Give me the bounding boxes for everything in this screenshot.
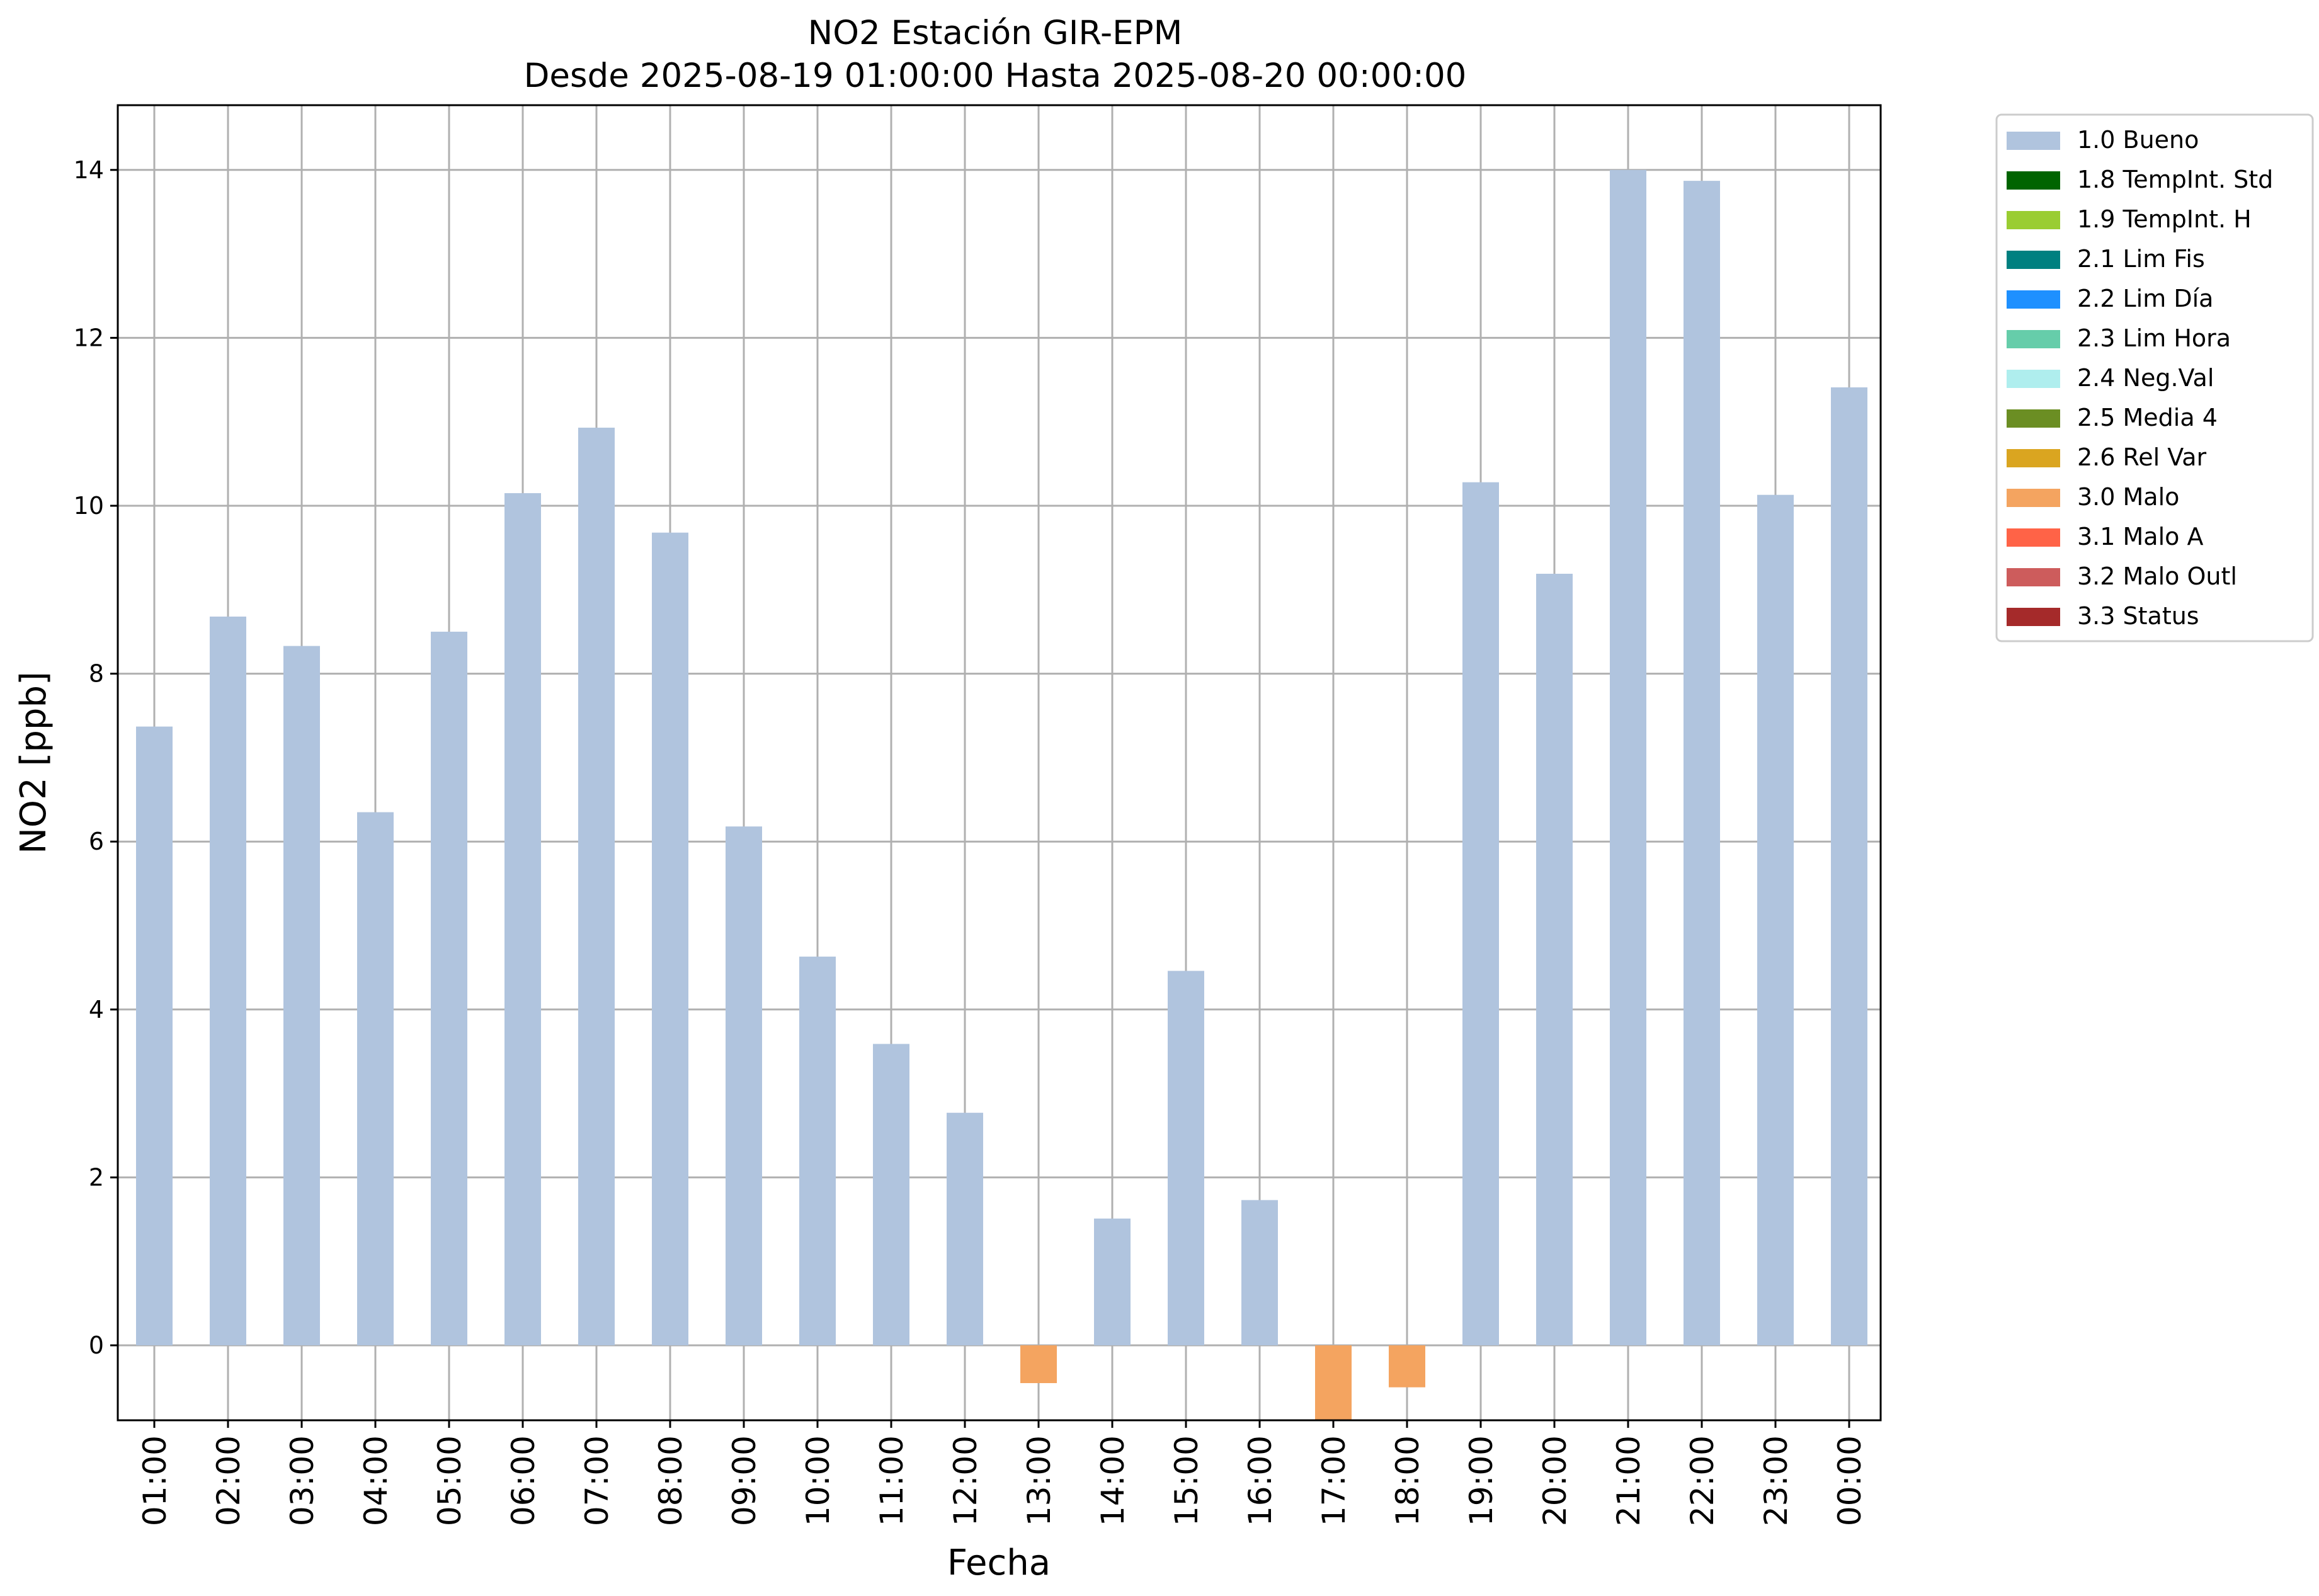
bar-0700	[578, 428, 615, 1345]
chart-subtitle: Desde 2025-08-19 01:00:00 Hasta 2025-08-…	[524, 57, 1467, 95]
y-tick-label: 8	[89, 660, 104, 688]
bar-0500	[431, 631, 467, 1346]
legend-swatch	[2007, 608, 2060, 626]
y-tick-label: 6	[89, 828, 104, 855]
bar-1100	[873, 1044, 909, 1345]
bar-0400	[357, 812, 394, 1345]
bar-0200	[210, 616, 246, 1345]
x-tick-label: 07:00	[579, 1435, 615, 1526]
x-tick-label: 10:00	[800, 1435, 836, 1526]
bar-0800	[652, 532, 688, 1345]
x-tick-label: 06:00	[505, 1435, 542, 1526]
bar-2000	[1536, 573, 1573, 1345]
legend-label: 2.2 Lim Día	[2077, 285, 2213, 312]
x-axis-label: Fecha	[947, 1542, 1051, 1583]
legend-label: 1.9 TempInt. H	[2077, 205, 2252, 233]
bar-0600	[504, 493, 541, 1345]
x-tick-label: 17:00	[1316, 1435, 1352, 1526]
x-tick-label: 09:00	[726, 1435, 763, 1526]
bar-0100	[136, 726, 173, 1345]
bars	[136, 169, 1867, 1421]
x-tick-label: 15:00	[1168, 1435, 1205, 1526]
bar-1300	[1020, 1345, 1057, 1383]
x-tick-label: 05:00	[431, 1435, 468, 1526]
legend-label: 3.1 Malo A	[2077, 523, 2203, 550]
y-tick-label: 0	[89, 1331, 104, 1359]
bar-2300	[1757, 494, 1794, 1345]
x-tick-label: 04:00	[358, 1435, 394, 1526]
bar-1000	[799, 956, 836, 1345]
bar-0900	[726, 826, 762, 1345]
bar-1500	[1168, 971, 1204, 1345]
legend-swatch	[2007, 528, 2060, 547]
legend-label: 2.3 Lim Hora	[2077, 324, 2231, 352]
bar-2100	[1610, 169, 1646, 1345]
bar-2200	[1684, 181, 1720, 1345]
x-tick-label: 19:00	[1463, 1435, 1500, 1526]
legend-swatch	[2007, 251, 2060, 269]
legend-label: 3.0 Malo	[2077, 483, 2179, 511]
x-tick-label: 21:00	[1610, 1435, 1647, 1526]
x-tick-label: 02:00	[210, 1435, 247, 1526]
x-tick-label: 13:00	[1021, 1435, 1057, 1526]
legend-swatch	[2007, 171, 2060, 190]
legend-frame	[1995, 113, 2314, 642]
x-tick-label: 18:00	[1389, 1435, 1426, 1526]
plot-frame	[117, 104, 1882, 1422]
legend-label: 2.6 Rel Var	[2077, 443, 2207, 471]
x-tick-label: 00:00	[1832, 1435, 1868, 1526]
legend-swatch	[2007, 132, 2060, 150]
legend-swatch	[2007, 290, 2060, 309]
x-tick-label: 08:00	[652, 1435, 689, 1526]
y-tick-label: 12	[74, 324, 104, 351]
legend-label: 1.8 TempInt. Std	[2077, 166, 2273, 193]
y-tick-label: 4	[89, 996, 104, 1023]
chart-title: NO2 Estación GIR-EPM	[808, 14, 1183, 52]
x-tick-label: 12:00	[947, 1435, 984, 1526]
legend-label: 1.0 Bueno	[2077, 126, 2199, 154]
legend-label: 3.2 Malo Outl	[2077, 562, 2237, 590]
y-tick-label: 2	[89, 1163, 104, 1191]
legend-label: 2.4 Neg.Val	[2077, 364, 2214, 392]
bar-1200	[947, 1112, 983, 1345]
y-tick-label: 14	[74, 156, 104, 184]
x-tick-label: 16:00	[1242, 1435, 1279, 1526]
bar-1800	[1389, 1345, 1425, 1388]
bar-1400	[1094, 1218, 1131, 1345]
x-tick-label: 23:00	[1758, 1435, 1794, 1526]
x-tick-label: 01:00	[137, 1435, 173, 1526]
x-tick-label: 03:00	[284, 1435, 321, 1526]
x-axis: 01:00 02:00 03:00 04:00 05:00 06:00 07:00 08:00…	[137, 1420, 1868, 1526]
bar-1900	[1462, 482, 1499, 1345]
legend-swatch	[2007, 489, 2060, 507]
legend: 1.0 Bueno 1.8 TempInt. Std 1.9 TempInt. H 2…	[1995, 113, 2314, 642]
x-tick-label: 20:00	[1537, 1435, 1573, 1526]
y-axis-label: NO2 [ppb]	[13, 671, 54, 854]
bar-0300	[283, 646, 320, 1345]
legend-swatch	[2007, 409, 2060, 428]
bar-0000	[1831, 387, 1867, 1345]
legend-swatch	[2007, 370, 2060, 388]
bar-1600	[1241, 1200, 1278, 1345]
legend-label: 2.1 Lim Fis	[2077, 245, 2205, 273]
x-tick-label: 11:00	[874, 1435, 910, 1526]
x-tick-label: 14:00	[1095, 1435, 1131, 1526]
legend-swatch	[2007, 568, 2060, 586]
legend-label: 3.3 Status	[2077, 602, 2199, 630]
bar-1700	[1315, 1345, 1352, 1421]
legend-swatch	[2007, 330, 2060, 348]
y-tick-label: 10	[74, 492, 104, 520]
y-axis: 0 2 4 6 8 10 12 14	[74, 156, 118, 1359]
legend-swatch	[2007, 449, 2060, 467]
x-tick-label: 22:00	[1684, 1435, 1721, 1526]
legend-swatch	[2007, 211, 2060, 229]
legend-label: 2.5 Media 4	[2077, 404, 2218, 431]
